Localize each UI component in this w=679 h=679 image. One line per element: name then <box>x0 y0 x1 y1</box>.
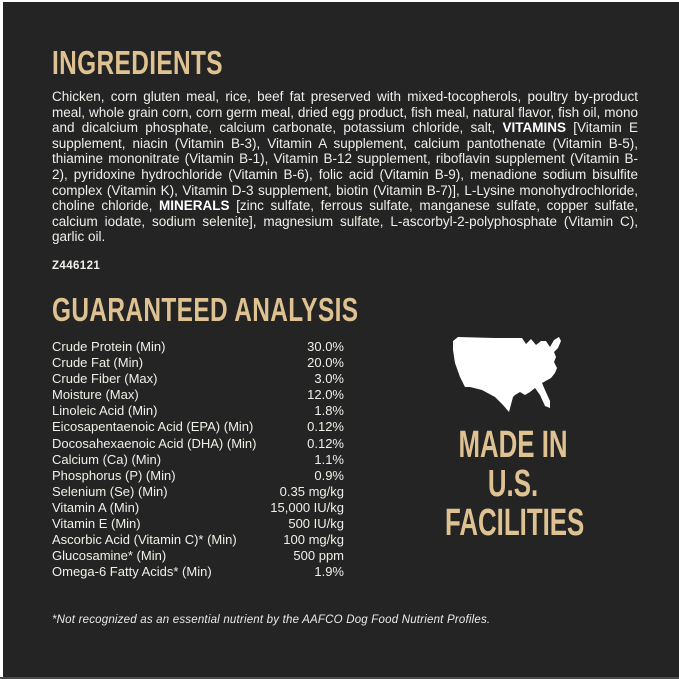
analysis-row-value: 500 IU/kg <box>288 516 344 532</box>
analysis-row: Crude Fat (Min) 20.0% <box>52 355 344 371</box>
scan-edge-left <box>0 0 3 679</box>
analysis-row-label: Calcium (Ca) (Min) <box>52 451 162 467</box>
scan-edge-bottom <box>0 677 679 679</box>
made-in-line1: MADE IN <box>458 424 568 466</box>
ingredients-title-text: INGREDIENTS <box>52 44 223 81</box>
made-in-text: MADE IN U.S. FACILITIES <box>413 426 613 543</box>
analysis-row: Vitamin A (Min) 15,000 IU/kg <box>52 500 344 516</box>
analysis-row-label: Ascorbic Acid (Vitamin C)* (Min) <box>52 532 237 548</box>
analysis-row-value: 15,000 IU/kg <box>270 499 344 515</box>
guaranteed-analysis-title-text: GUARANTEED ANALYSIS <box>52 291 359 328</box>
analysis-row-label: Crude Protein (Min) <box>52 339 166 354</box>
analysis-row-label: Linoleic Acid (Min) <box>52 403 158 419</box>
analysis-row-value: 0.12% <box>307 419 344 435</box>
analysis-row-label: Moisture (Max) <box>52 387 139 403</box>
analysis-row-value: 500 ppm <box>293 548 344 564</box>
made-in-line2: U.S. <box>487 463 539 505</box>
analysis-row: Moisture (Max) 12.0% <box>52 387 344 403</box>
analysis-row: Calcium (Ca) (Min) 1.1% <box>52 452 344 468</box>
scan-edge-top <box>0 0 679 2</box>
analysis-row-label: Crude Fiber (Max) <box>52 371 158 387</box>
made-in-us-block: MADE IN U.S. FACILITIES <box>413 335 613 543</box>
analysis-row-label: Vitamin E (Min) <box>52 516 141 532</box>
product-code: Z446121 <box>52 260 101 272</box>
analysis-row-label: Omega-6 Fatty Acids* (Min) <box>52 564 212 580</box>
analysis-row: Linoleic Acid (Min) 1.8% <box>52 403 344 419</box>
analysis-row-label: Phosphorus (P) (Min) <box>52 467 176 483</box>
guaranteed-analysis-table: Crude Protein (Min) 30.0% Crude Fat (Min… <box>52 339 344 580</box>
analysis-row-value: 1.1% <box>314 451 344 467</box>
analysis-row: Crude Protein (Min) 30.0% <box>52 339 344 355</box>
analysis-row-label: Eicosapentaenoic Acid (EPA) (Min) <box>52 419 254 435</box>
usa-map-icon <box>452 337 561 412</box>
analysis-row-value: 100 mg/kg <box>283 532 344 548</box>
minerals-label: MINERALS <box>159 198 230 214</box>
guaranteed-analysis-title: GUARANTEED ANALYSIS <box>52 291 466 329</box>
analysis-row: Glucosamine* (Min) 500 ppm <box>52 548 344 564</box>
analysis-row-value: 20.0% <box>307 355 344 371</box>
ingredients-text-part1: Chicken, corn gluten meal, rice, beef fa… <box>52 89 638 136</box>
analysis-row: Ascorbic Acid (Vitamin C)* (Min) 100 mg/… <box>52 532 344 548</box>
analysis-row-value: 0.12% <box>307 435 344 451</box>
analysis-row: Crude Fiber (Max) 3.0% <box>52 371 344 387</box>
analysis-row-value: 30.0% <box>307 339 344 354</box>
analysis-row: Vitamin E (Min) 500 IU/kg <box>52 516 344 532</box>
analysis-row-label: Crude Fat (Min) <box>52 355 144 371</box>
analysis-row-value: 1.9% <box>314 564 344 580</box>
analysis-row: Eicosapentaenoic Acid (EPA) (Min) 0.12% <box>52 419 344 435</box>
analysis-row-label: Docosahexaenoic Acid (DHA) (Min) <box>52 435 257 451</box>
analysis-row-value: 0.9% <box>314 467 344 483</box>
analysis-row: Selenium (Se) (Min) 0.35 mg/kg <box>52 484 344 500</box>
ingredients-text-part3: [zinc sulfate, ferrous sulfate, manganes… <box>52 198 639 245</box>
analysis-row: Docosahexaenoic Acid (DHA) (Min) 0.12% <box>52 436 344 452</box>
ingredients-text-part2: [Vitamin E supplement, niacin (Vitamin B… <box>52 120 638 214</box>
analysis-row-label: Vitamin A (Min) <box>52 499 140 515</box>
analysis-row: Phosphorus (P) (Min) 0.9% <box>52 468 344 484</box>
analysis-row-value: 1.8% <box>314 403 344 419</box>
analysis-row-value: 3.0% <box>314 371 344 387</box>
analysis-row: Omega-6 Fatty Acids* (Min) 1.9% <box>52 564 344 580</box>
analysis-row-label: Glucosamine* (Min) <box>52 548 167 564</box>
vitamins-label: VITAMINS <box>502 120 566 136</box>
analysis-row-label: Selenium (Se) (Min) <box>52 483 168 499</box>
ingredients-paragraph: Chicken, corn gluten meal, rice, beef fa… <box>52 89 638 245</box>
ingredients-title: INGREDIENTS <box>52 44 283 82</box>
made-in-line3: FACILITIES <box>445 502 585 544</box>
analysis-row-value: 0.35 mg/kg <box>279 483 344 499</box>
footnote: *Not recognized as an essential nutrient… <box>52 614 491 626</box>
analysis-row-value: 12.0% <box>307 387 344 403</box>
